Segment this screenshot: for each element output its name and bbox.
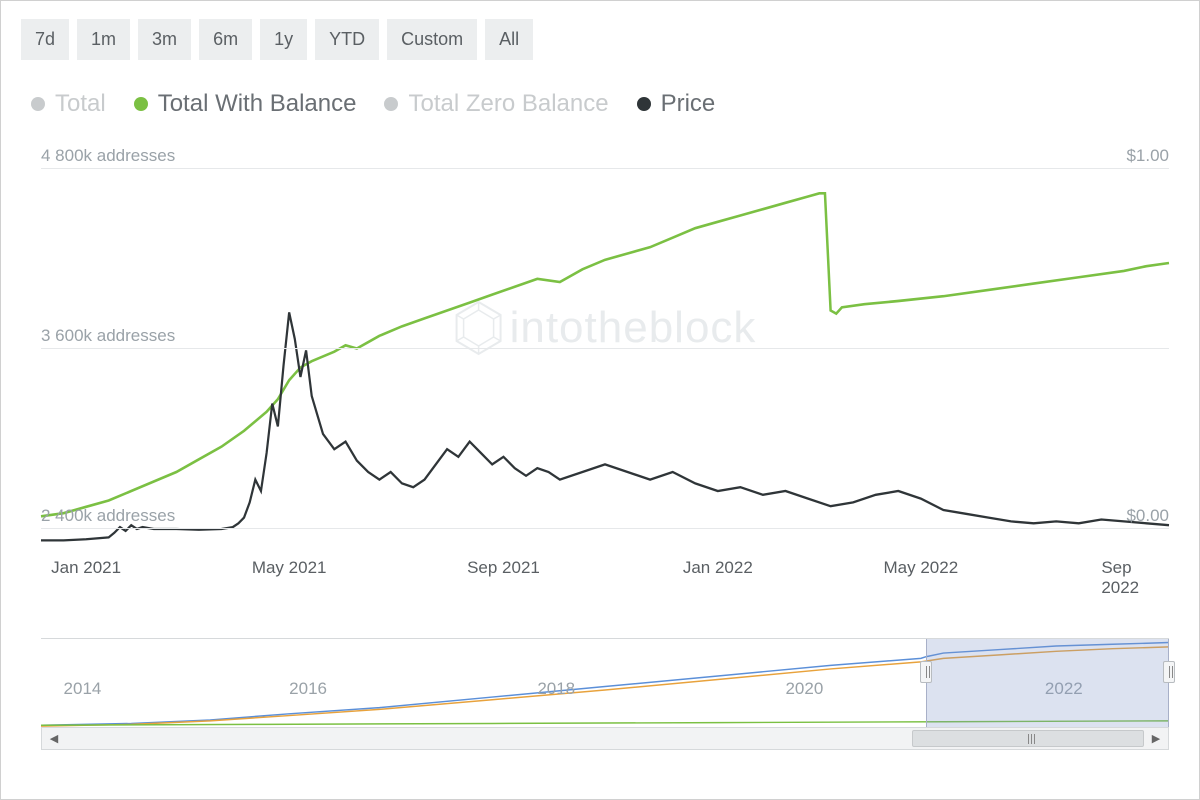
x-tick: Jan 2022 xyxy=(683,558,753,578)
legend-dot-icon xyxy=(637,97,651,111)
navigator-year: 2016 xyxy=(289,679,327,699)
legend-dot-icon xyxy=(384,97,398,111)
x-tick: May 2021 xyxy=(252,558,327,578)
legend-total[interactable]: Total xyxy=(31,90,106,118)
legend-label: Price xyxy=(661,90,716,118)
legend-total-zero-balance[interactable]: Total Zero Balance xyxy=(384,90,608,118)
gridline xyxy=(41,528,1169,529)
time-range-1m[interactable]: 1m xyxy=(77,19,130,60)
scroll-thumb[interactable] xyxy=(912,730,1144,747)
y-left-tick: 4 800k addresses xyxy=(41,146,175,166)
navigator-selection[interactable] xyxy=(926,639,1169,727)
chart-legend: Total Total With Balance Total Zero Balanc… xyxy=(21,90,1179,118)
y-right-tick: $0.00 xyxy=(1126,506,1169,526)
legend-label: Total xyxy=(55,90,106,118)
scroll-track[interactable] xyxy=(66,728,1144,749)
y-right-tick: $1.00 xyxy=(1126,146,1169,166)
navigator-year: 2018 xyxy=(537,679,575,699)
navigator-year: 2020 xyxy=(785,679,823,699)
time-range-6m[interactable]: 6m xyxy=(199,19,252,60)
legend-label: Total With Balance xyxy=(158,90,357,118)
gridline xyxy=(41,168,1169,169)
time-range-3m[interactable]: 3m xyxy=(138,19,191,60)
scroll-right-button[interactable]: ▶ xyxy=(1144,728,1168,749)
scroll-left-button[interactable]: ◀ xyxy=(42,728,66,749)
x-tick: Sep 2022 xyxy=(1101,558,1146,598)
legend-dot-icon xyxy=(134,97,148,111)
y-left-tick: 3 600k addresses xyxy=(41,326,175,346)
legend-dot-icon xyxy=(31,97,45,111)
series-price xyxy=(41,312,1169,540)
navigator-year: 2014 xyxy=(64,679,102,699)
series-total-with-balance xyxy=(41,193,1169,516)
legend-price[interactable]: Price xyxy=(637,90,716,118)
x-tick: May 2022 xyxy=(883,558,958,578)
main-chart: intotheblock 2 400k addresses3 600k addr… xyxy=(41,168,1169,548)
x-axis-labels: Jan 2021 May 2021 Sep 2021 Jan 2022 May 2022… xyxy=(41,558,1169,598)
time-range-selector: 7d1m3m6m1yYTDCustomAll xyxy=(21,19,1179,60)
time-range-custom[interactable]: Custom xyxy=(387,19,477,60)
legend-total-with-balance[interactable]: Total With Balance xyxy=(134,90,357,118)
scrollbar[interactable]: ◀ ▶ xyxy=(41,728,1169,750)
time-range-all[interactable]: All xyxy=(485,19,533,60)
time-navigator[interactable]: 20142016201820202022 xyxy=(41,638,1169,728)
gridline xyxy=(41,348,1169,349)
y-left-tick: 2 400k addresses xyxy=(41,506,175,526)
navigator-handle-left[interactable] xyxy=(920,661,932,683)
chart-container: 7d1m3m6m1yYTDCustomAll Total Total With B… xyxy=(0,0,1200,800)
legend-label: Total Zero Balance xyxy=(408,90,608,118)
x-tick: Sep 2021 xyxy=(467,558,540,578)
time-range-1y[interactable]: 1y xyxy=(260,19,307,60)
chart-svg xyxy=(41,168,1169,548)
x-tick: Jan 2021 xyxy=(51,558,121,578)
navigator-handle-right[interactable] xyxy=(1163,661,1175,683)
time-range-ytd[interactable]: YTD xyxy=(315,19,379,60)
time-range-7d[interactable]: 7d xyxy=(21,19,69,60)
